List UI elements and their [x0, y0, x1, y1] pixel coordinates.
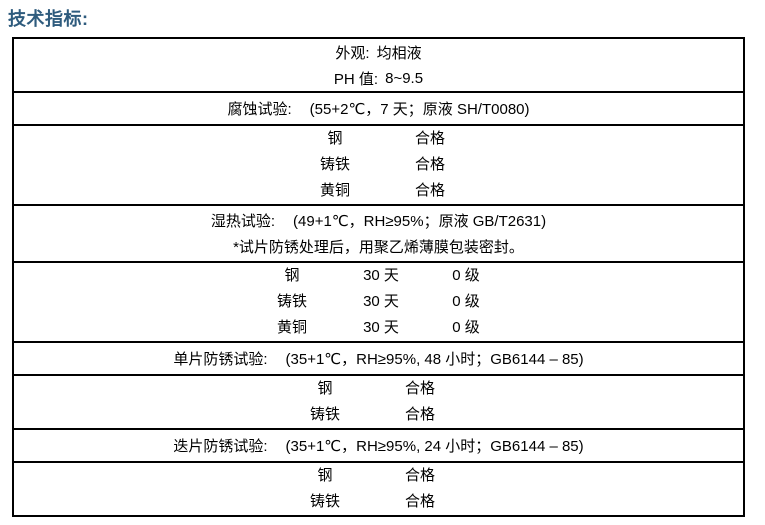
single-piece-test-condition: (35+1℃，RH≥95%, 48 小时；GB6144 – 85)	[285, 351, 584, 368]
section-corrosion-test: 腐蚀试验: (55+2℃，7 天；原液 SH/T0080)	[14, 91, 743, 124]
material-cell: 铸铁	[319, 156, 350, 173]
damp-heat-test-row: 湿热试验: (49+1℃，RH≥95%；原液 GB/T2631)	[14, 206, 743, 234]
result-row-cast-iron: 铸铁 30 天 0 级	[14, 289, 743, 315]
appearance-value: 均相液	[376, 44, 422, 62]
duration-cell: 30 天	[363, 319, 399, 336]
material-cell: 钢	[317, 467, 333, 484]
result-cell: 合格	[414, 130, 445, 147]
section-stacked-piece-results: 钢 合格 铸铁 合格	[14, 461, 743, 515]
page-title: 技术指标:	[8, 9, 89, 29]
damp-heat-note: *试片防锈处理后，用聚乙烯薄膜包装密封。	[233, 239, 524, 256]
corrosion-test-condition: (55+2℃，7 天；原液 SH/T0080)	[309, 101, 530, 118]
stacked-piece-test-row: 迭片防锈试验: (35+1℃，RH≥95%, 24 小时；GB6144 – 85…	[14, 430, 743, 461]
material-cell: 铸铁	[309, 406, 340, 423]
appearance-row: 外观: 均相液	[14, 39, 743, 65]
material-cell: 钢	[284, 267, 300, 284]
duration-cell: 30 天	[363, 267, 399, 284]
material-cell: 黄铜	[319, 182, 350, 199]
result-cell: 合格	[414, 182, 445, 199]
grade-cell: 0 级	[452, 293, 480, 310]
result-row-steel: 钢 合格	[14, 126, 743, 152]
stacked-piece-test-label: 迭片防锈试验:	[173, 438, 268, 455]
stacked-piece-test-condition: (35+1℃，RH≥95%, 24 小时；GB6144 – 85)	[285, 438, 584, 455]
result-row-steel: 钢 合格	[14, 376, 743, 402]
result-cell: 合格	[404, 406, 435, 423]
duration-cell: 30 天	[363, 293, 399, 310]
ph-label: PH 值:	[333, 70, 379, 88]
result-row-cast-iron: 铸铁 合格	[14, 152, 743, 178]
section-appearance-ph: 外观: 均相液 PH 值: 8~9.5	[14, 39, 743, 91]
damp-heat-test-condition: (49+1℃，RH≥95%；原液 GB/T2631)	[293, 212, 547, 230]
result-row-steel: 钢 30 天 0 级	[14, 263, 743, 289]
damp-heat-test-label: 湿热试验:	[210, 212, 276, 230]
spec-table: 外观: 均相液 PH 值: 8~9.5 腐蚀试验: (55+2℃，7 天；原液 …	[12, 37, 745, 517]
single-piece-test-row: 单片防锈试验: (35+1℃，RH≥95%, 48 小时；GB6144 – 85…	[14, 343, 743, 374]
material-cell: 黄铜	[276, 319, 307, 336]
section-stacked-piece-test: 迭片防锈试验: (35+1℃，RH≥95%, 24 小时；GB6144 – 85…	[14, 428, 743, 461]
single-piece-test-label: 单片防锈试验:	[173, 351, 268, 368]
ph-value: 8~9.5	[385, 69, 424, 87]
result-cell: 合格	[414, 156, 445, 173]
grade-cell: 0 级	[452, 319, 480, 336]
material-cell: 铸铁	[309, 493, 340, 510]
section-corrosion-results: 钢 合格 铸铁 合格 黄铜 合格	[14, 124, 743, 204]
result-cell: 合格	[404, 467, 435, 484]
result-cell: 合格	[404, 380, 435, 397]
section-single-piece-results: 钢 合格 铸铁 合格	[14, 374, 743, 428]
section-damp-heat-results: 钢 30 天 0 级 铸铁 30 天 0 级 黄铜 30 天 0 级	[14, 261, 743, 341]
result-row-cast-iron: 铸铁 合格	[14, 489, 743, 515]
result-row-brass: 黄铜 合格	[14, 178, 743, 204]
result-cell: 合格	[404, 493, 435, 510]
corrosion-test-row: 腐蚀试验: (55+2℃，7 天；原液 SH/T0080)	[14, 93, 743, 124]
corrosion-test-label: 腐蚀试验:	[227, 101, 292, 118]
result-row-steel: 钢 合格	[14, 463, 743, 489]
section-single-piece-test: 单片防锈试验: (35+1℃，RH≥95%, 48 小时；GB6144 – 85…	[14, 341, 743, 374]
grade-cell: 0 级	[452, 267, 480, 284]
ph-row: PH 值: 8~9.5	[14, 65, 743, 91]
material-cell: 钢	[327, 130, 343, 147]
material-cell: 铸铁	[276, 293, 307, 310]
result-row-cast-iron: 铸铁 合格	[14, 402, 743, 428]
appearance-label: 外观:	[335, 44, 370, 62]
result-row-brass: 黄铜 30 天 0 级	[14, 315, 743, 341]
section-damp-heat-test: 湿热试验: (49+1℃，RH≥95%；原液 GB/T2631) *试片防锈处理…	[14, 204, 743, 261]
material-cell: 钢	[317, 380, 333, 397]
